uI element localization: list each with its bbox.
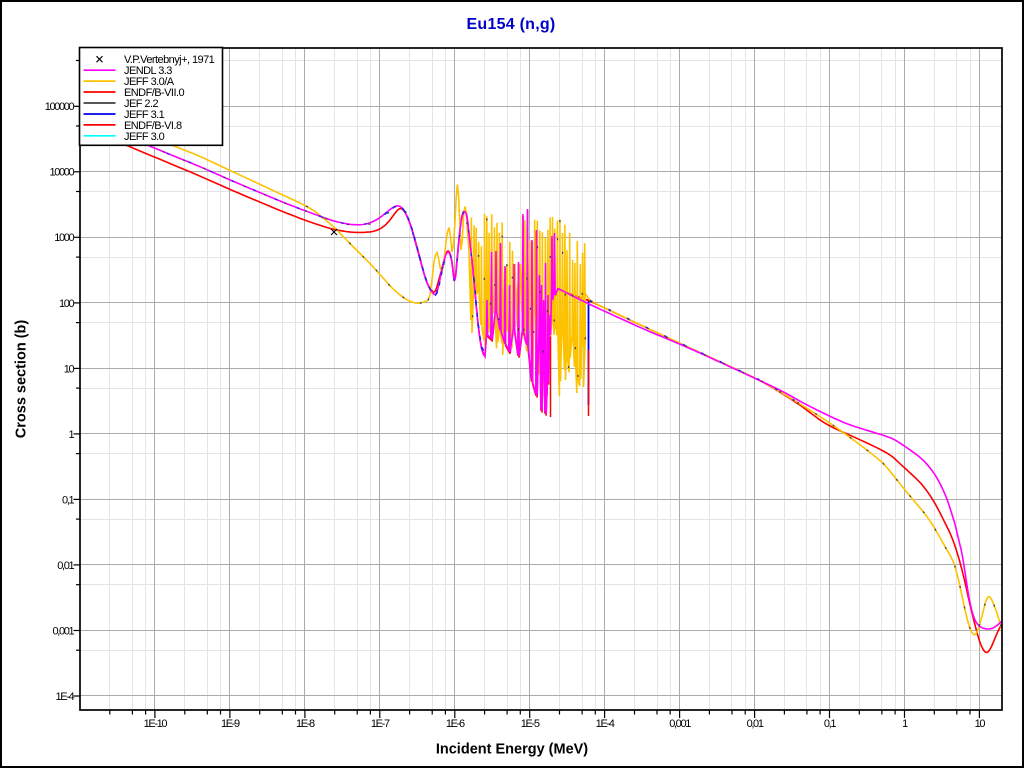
svg-text:JEFF 3.0: JEFF 3.0 xyxy=(124,131,165,143)
svg-text:JEFF 3.0/A: JEFF 3.0/A xyxy=(124,76,175,88)
svg-text:0,01: 0,01 xyxy=(57,560,74,572)
svg-text:ENDF/B-VI.8: ENDF/B-VI.8 xyxy=(124,120,182,132)
svg-text:Cross section (b): Cross section (b) xyxy=(14,320,30,439)
svg-text:10000: 10000 xyxy=(49,167,74,179)
svg-text:0,01: 0,01 xyxy=(747,718,764,730)
svg-text:1E-4: 1E-4 xyxy=(596,718,615,730)
svg-text:1E-4: 1E-4 xyxy=(55,691,74,703)
svg-text:1E-9: 1E-9 xyxy=(221,718,240,730)
svg-text:0,001: 0,001 xyxy=(669,718,691,730)
svg-text:1E-6: 1E-6 xyxy=(446,718,465,730)
svg-text:1E-5: 1E-5 xyxy=(521,718,540,730)
svg-text:1: 1 xyxy=(69,429,75,441)
svg-text:JEFF 3.1: JEFF 3.1 xyxy=(124,109,165,121)
svg-text:V.P.Vertebnyj+, 1971: V.P.Vertebnyj+, 1971 xyxy=(124,54,215,66)
svg-text:10: 10 xyxy=(975,718,986,730)
svg-text:ENDF/B-VII.0: ENDF/B-VII.0 xyxy=(124,87,184,99)
svg-text:JENDL 3.3: JENDL 3.3 xyxy=(124,65,172,77)
svg-text:1: 1 xyxy=(902,718,908,730)
svg-text:Incident Energy (MeV): Incident Energy (MeV) xyxy=(436,742,588,758)
svg-text:100: 100 xyxy=(59,298,75,310)
svg-text:1E-10: 1E-10 xyxy=(144,718,168,730)
svg-text:0,001: 0,001 xyxy=(53,625,75,637)
svg-text:10: 10 xyxy=(64,363,75,375)
svg-text:JEF 2.2: JEF 2.2 xyxy=(124,98,158,110)
svg-text:Eu154 (n,g): Eu154 (n,g) xyxy=(467,16,556,33)
svg-text:0,1: 0,1 xyxy=(824,718,836,730)
svg-text:1E-8: 1E-8 xyxy=(296,718,315,730)
svg-text:1E-7: 1E-7 xyxy=(371,718,390,730)
svg-text:1000: 1000 xyxy=(54,232,74,244)
svg-text:0,1: 0,1 xyxy=(62,494,74,506)
svg-text:100000: 100000 xyxy=(45,101,75,113)
